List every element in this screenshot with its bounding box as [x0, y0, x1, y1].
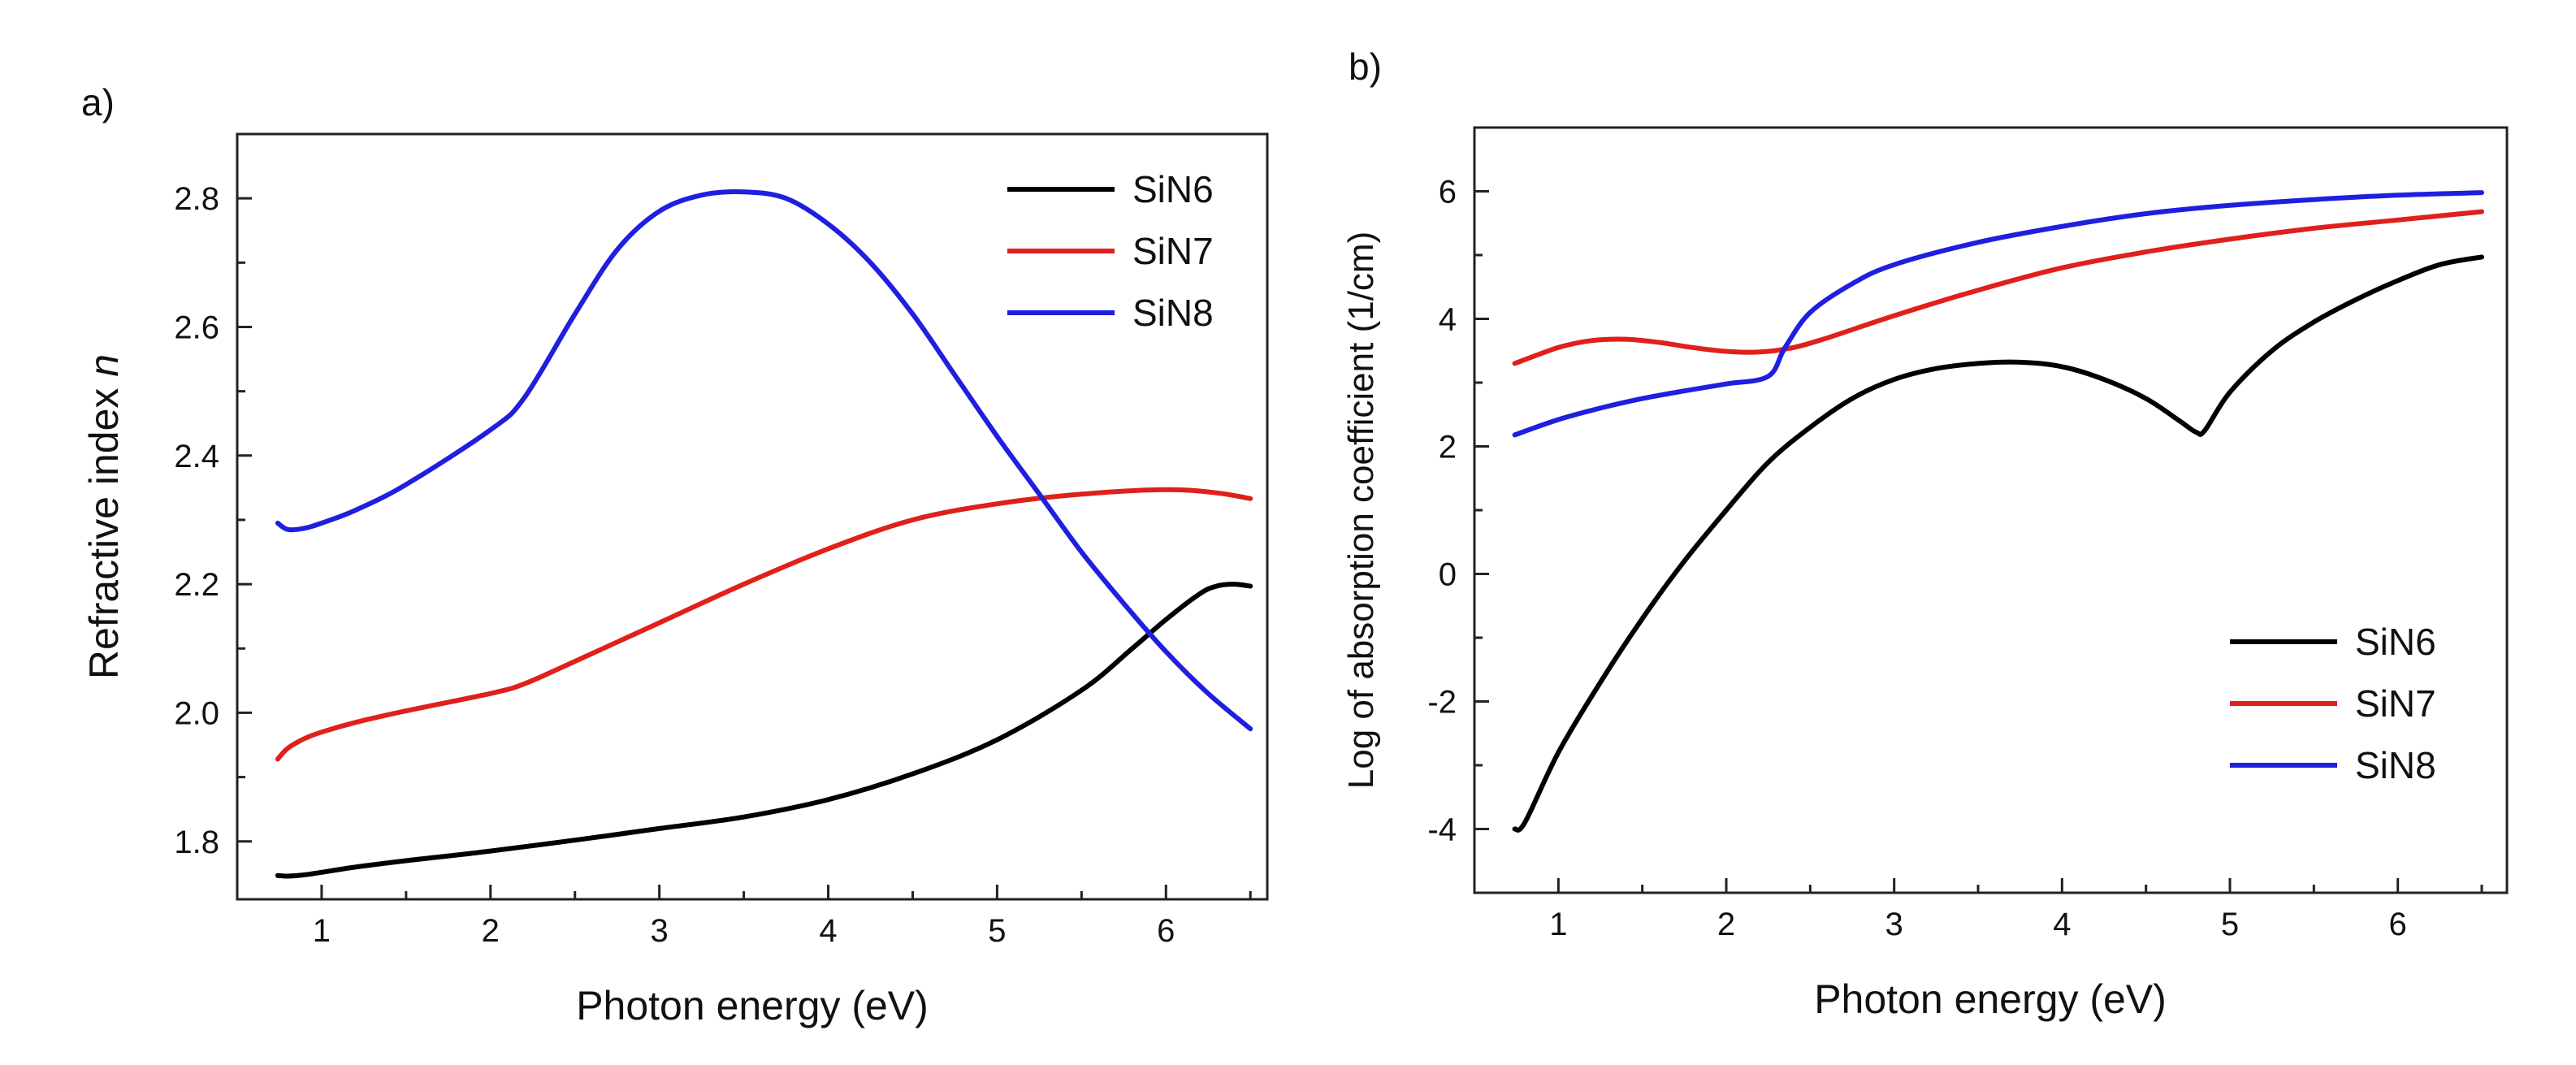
panel-b-y-tick-label: 2: [1439, 430, 1457, 465]
panel-b-series-sin8-line: [1512, 190, 2484, 438]
panel-a-y-tick-label: 2.8: [174, 181, 219, 217]
panel-a-tick-labels: 1 2 3 4 5 6 1.8 2.0 2.2 2.4 2.6 2.8: [174, 181, 1175, 949]
legend-sin6-label: SiN6: [1132, 168, 1214, 210]
panel-b-absorption-coefficient-chart: b) 1 2 3 4 5 6 -4 -2 0 2 4 6 Photon energy (eV) Log…: [1341, 45, 2509, 1022]
panel-b-x-tick-label: 5: [2221, 907, 2239, 942]
panel-b-label: b): [1349, 45, 1382, 88]
panel-a-x-tick-label: 2: [482, 913, 500, 949]
panel-a-legend: SiN6 SiN7 SiN8: [1007, 168, 1214, 334]
legend-sin7-label: SiN7: [2355, 682, 2436, 725]
legend-sin7-label: SiN7: [1132, 230, 1214, 272]
panel-a-series-sin6-line: [275, 582, 1253, 879]
panel-a-y-tick-label: 2.0: [174, 695, 219, 731]
panel-a-y-axis-label-symbol: n: [81, 354, 127, 377]
panel-b-series-sin6-line: [1512, 254, 2484, 833]
panel-a-x-tick-label: 4: [819, 913, 837, 949]
panel-b-x-tick-label: 2: [1717, 907, 1735, 942]
panel-b-y-tick-label: 6: [1439, 175, 1457, 210]
panel-a-x-tick-label: 1: [313, 913, 331, 949]
panel-a-x-tick-label: 3: [651, 913, 669, 949]
panel-b-ticks: [1474, 190, 2483, 893]
panel-b-tick-labels: 1 2 3 4 5 6 -4 -2 0 2 4 6: [1427, 175, 2406, 943]
panel-b-x-axis-label: Photon energy (eV): [1814, 976, 2167, 1022]
panel-a-x-tick-label: 5: [988, 913, 1006, 949]
panel-a-y-tick-label: 2.2: [174, 567, 219, 603]
panel-b-series-sin7-line: [1512, 209, 2484, 366]
panel-b-y-axis-label: Log of absorption coefficient (1/cm): [1341, 232, 1381, 789]
panel-b-y-tick-label: 4: [1439, 302, 1457, 338]
panel-a-y-axis-label-text: Refractive index: [81, 388, 127, 680]
panel-a-series: [275, 189, 1253, 879]
panel-b-x-tick-label: 4: [2053, 907, 2071, 942]
panel-a-refractive-index-chart: a) 1 2 3 4 5 6 1.8 2.0 2.2 2.4 2.6 2.8 Photon energ…: [81, 81, 1269, 1028]
panel-b-y-tick-label: -2: [1427, 685, 1457, 721]
panel-a-series-sin7-line: [275, 487, 1253, 762]
panel-a-plot-frame: [236, 132, 1269, 901]
panel-a-label: a): [81, 81, 115, 123]
panel-a-x-axis-label: Photon energy (eV): [576, 983, 929, 1028]
panel-a-y-tick-label: 2.4: [174, 439, 219, 474]
legend-sin8-label: SiN8: [2355, 744, 2436, 786]
panel-a-ticks: [237, 197, 1252, 899]
panel-a-y-tick-label: 1.8: [174, 825, 219, 860]
panel-b-series: [1512, 190, 2484, 833]
panel-b-x-tick-label: 1: [1549, 907, 1567, 942]
panel-a-y-axis-label: Refractive index n: [81, 354, 127, 679]
panel-b-y-tick-label: 0: [1439, 557, 1457, 593]
panel-a-x-tick-label: 6: [1157, 913, 1175, 949]
panel-b-x-tick-label: 3: [1885, 907, 1903, 942]
panel-a-y-tick-label: 2.6: [174, 310, 219, 345]
panel-b-y-tick-label: -4: [1427, 812, 1457, 848]
panel-b-x-tick-label: 6: [2389, 907, 2407, 942]
panel-a-series-sin8-line: [275, 189, 1253, 732]
panel-b-legend: SiN6 SiN7 SiN8: [2230, 621, 2436, 786]
legend-sin8-label: SiN8: [1132, 292, 1214, 334]
legend-sin6-label: SiN6: [2355, 621, 2436, 663]
panel-b-plot-frame: [1473, 126, 2509, 894]
